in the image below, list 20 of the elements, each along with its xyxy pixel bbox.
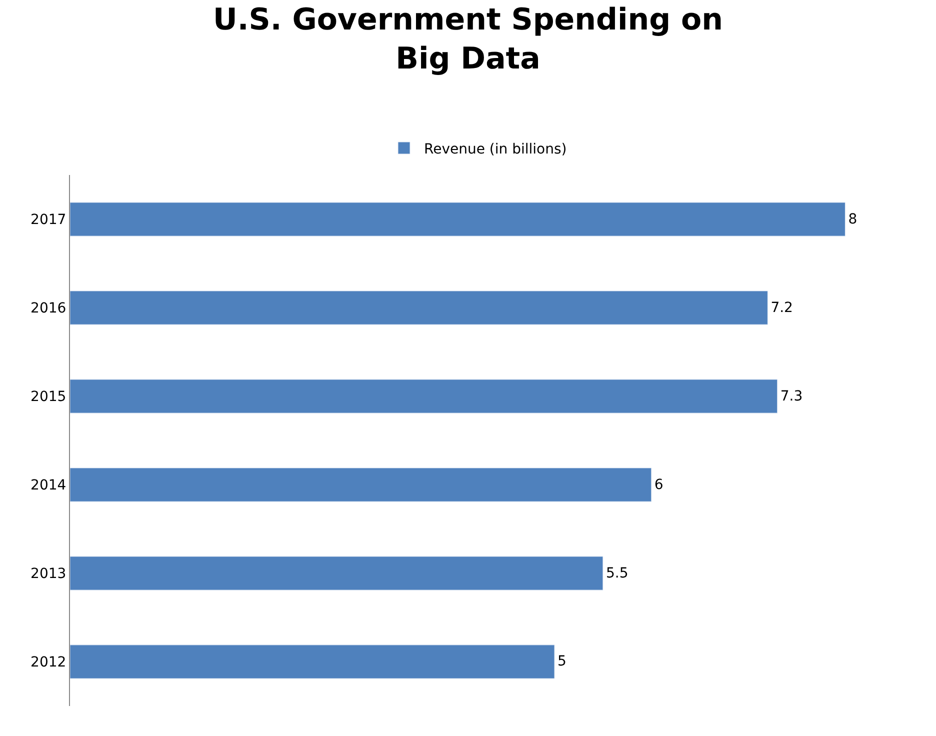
y-tick-label: 2017	[30, 212, 66, 228]
bar	[70, 202, 846, 236]
data-label: 8	[848, 211, 858, 228]
data-label: 5.5	[606, 565, 628, 582]
y-tick-label: 2015	[30, 389, 66, 406]
y-tick-label: 2013	[30, 566, 66, 582]
bar	[70, 468, 652, 502]
y-tick-label: 2012	[30, 654, 66, 671]
bar	[70, 379, 778, 414]
y-tick-label: 2016	[30, 300, 66, 317]
data-label: 7.2	[770, 300, 793, 316]
chart-title: U.S. Government Spending on Big Data	[212, 2, 724, 76]
bar	[70, 290, 768, 325]
bar	[70, 644, 555, 679]
data-label: 6	[654, 476, 664, 493]
legend-label: Revenue (in billions)	[424, 141, 567, 158]
y-tick-label: 2014	[30, 478, 66, 494]
data-label: 7.3	[780, 388, 803, 404]
bar	[70, 556, 604, 590]
data-label: 5	[558, 654, 566, 670]
